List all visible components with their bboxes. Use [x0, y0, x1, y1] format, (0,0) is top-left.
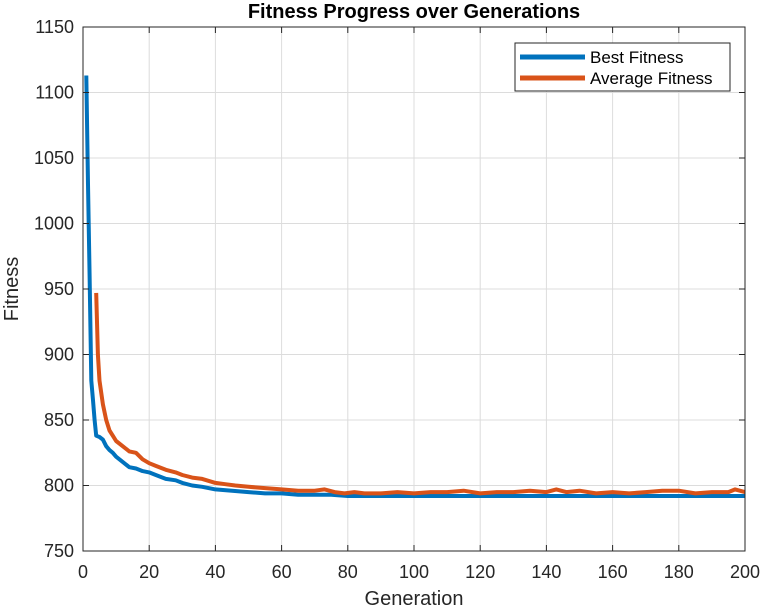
y-tick-label: 1150: [35, 17, 74, 37]
y-tick-label: 950: [44, 279, 74, 299]
y-tick-labels: 750 800 850 900 950 1000 1050 1100 1150: [34, 17, 74, 561]
x-tick-label: 100: [399, 562, 429, 582]
y-tick-label: 900: [44, 345, 74, 365]
x-tick-label: 200: [730, 562, 760, 582]
legend: Best Fitness Average Fitness: [514, 42, 731, 92]
series-line-average-fitness: [94, 292, 746, 496]
y-tick-label: 750: [44, 541, 74, 561]
x-tick-label: 160: [598, 562, 628, 582]
y-axis-label: Fitness: [1, 257, 23, 321]
chart-title: Fitness Progress over Generations: [248, 1, 580, 23]
x-tick-label: 40: [205, 562, 225, 582]
x-tick-label: 180: [664, 562, 694, 582]
x-tick-labels: 0 20 40 60 80 100 120 140 160 180 200: [78, 562, 760, 582]
x-tick-label: 80: [338, 562, 358, 582]
y-tick-label: 1000: [34, 214, 74, 234]
y-tick-label: 800: [44, 476, 74, 496]
x-axis-label: Generation: [365, 588, 464, 607]
y-tick-label: 1050: [34, 148, 74, 168]
legend-label: Average Fitness: [590, 69, 713, 88]
x-tick-label: 140: [531, 562, 561, 582]
x-tick-label: 120: [465, 562, 495, 582]
tick-marks: [82, 26, 746, 552]
series-lines: [84, 75, 746, 498]
y-tick-label: 850: [44, 410, 74, 430]
legend-box: [514, 42, 731, 92]
legend-label: Best Fitness: [590, 48, 684, 67]
x-tick-label: 20: [139, 562, 159, 582]
x-tick-label: 60: [272, 562, 292, 582]
series-line-best-fitness: [84, 75, 745, 498]
x-tick-label: 0: [78, 562, 88, 582]
y-tick-label: 1100: [35, 83, 74, 103]
